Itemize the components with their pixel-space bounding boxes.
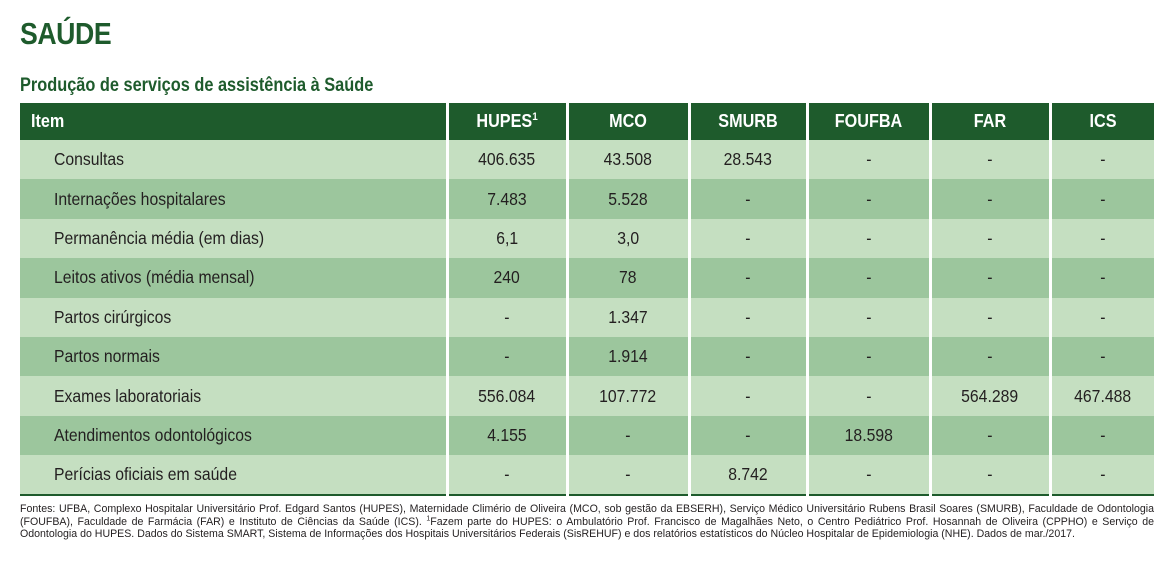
value-cell: 3,0 — [567, 218, 691, 259]
value-cell: - — [930, 179, 1052, 219]
value-cell: - — [689, 258, 809, 298]
value-cell: - — [1050, 415, 1154, 456]
sources-footnote: Fontes: UFBA, Complexo Hospitalar Univer… — [20, 503, 1154, 541]
value-cell: - — [930, 140, 1052, 180]
footnote-marker: 1 — [532, 111, 538, 123]
value-cell: 107.772 — [567, 376, 691, 416]
table-body: Consultas 406.635 43.508 28.543- - - Internaçõ… — [20, 140, 1154, 496]
value-cell: - — [689, 297, 809, 337]
row-label: Atendimentos odontológicos — [20, 415, 449, 456]
row-label: Exames laboratoriais — [20, 376, 449, 416]
table-row: Atendimentos odontológicos 4.155- -18.598-… — [20, 415, 1154, 456]
value-cell: 6,1 — [447, 218, 569, 259]
value-cell: - — [567, 455, 691, 496]
value-cell: - — [1050, 297, 1154, 337]
value-cell: - — [807, 376, 932, 416]
column-header-item: Item — [20, 103, 449, 140]
column-header-far: FAR — [930, 103, 1052, 140]
value-cell: - — [1050, 336, 1154, 377]
value-cell: 78 — [567, 258, 691, 298]
value-cell: - — [447, 336, 569, 377]
table-row: Leitos ativos (média mensal) 240 78- - - - — [20, 258, 1154, 298]
value-cell: - — [689, 336, 809, 377]
value-cell: 406.635 — [447, 140, 569, 180]
sources-text: Fontes: UFBA, Complexo Hospitalar Univer… — [20, 503, 1154, 528]
value-cell: - — [447, 455, 569, 496]
table-row: Partos cirúrgicos -1.347- - - - — [20, 297, 1154, 337]
value-cell: - — [1050, 218, 1154, 259]
column-header-hupes: HUPES1 — [447, 103, 569, 140]
table-row: Consultas 406.635 43.508 28.543- - - — [20, 140, 1154, 180]
value-cell: - — [807, 179, 932, 219]
column-header-ics: ICS — [1050, 103, 1154, 140]
column-header-smurb: SMURB — [689, 103, 809, 140]
value-cell: 5.528 — [567, 179, 691, 219]
row-label: Consultas — [20, 140, 449, 180]
health-services-table: Item HUPES1 MCO SMURB FOUFBA FAR ICS Con… — [20, 103, 1154, 496]
value-cell: 467.488 — [1050, 376, 1154, 416]
table-row: Exames laboratoriais 556.084 107.772- -564.… — [20, 376, 1154, 416]
value-cell: - — [447, 297, 569, 337]
table-row: Partos normais -1.914- - - - — [20, 336, 1154, 377]
value-cell: - — [1050, 140, 1154, 180]
value-cell: - — [930, 455, 1052, 496]
value-cell: 43.508 — [567, 140, 691, 180]
value-cell: - — [1050, 179, 1154, 219]
footnote-marker: 1 — [426, 514, 431, 522]
table-row: Internações hospitalares 7.483 5.528- - - - — [20, 179, 1154, 219]
value-cell: - — [807, 258, 932, 298]
value-cell: - — [807, 140, 932, 180]
value-cell: 564.289 — [930, 376, 1052, 416]
table-header: Item HUPES1 MCO SMURB FOUFBA FAR ICS — [20, 103, 1154, 140]
value-cell: - — [930, 297, 1052, 337]
value-cell: - — [689, 376, 809, 416]
value-cell: 1.914 — [567, 336, 691, 377]
value-cell: 240 — [447, 258, 569, 298]
footnote-text: Fazem parte do HUPES: o Ambulatório Prof… — [20, 515, 1154, 541]
value-cell: 1.347 — [567, 297, 691, 337]
value-cell: - — [930, 336, 1052, 377]
value-cell: - — [1050, 455, 1154, 496]
value-cell: 8.742 — [689, 455, 809, 496]
header-row: Item HUPES1 MCO SMURB FOUFBA FAR ICS — [20, 103, 1154, 140]
table-row: Perícias oficiais em saúde - -8.742- - - — [20, 455, 1154, 496]
row-label: Partos normais — [20, 336, 449, 377]
value-cell: - — [689, 218, 809, 259]
column-header-mco: MCO — [567, 103, 691, 140]
value-cell: - — [1050, 258, 1154, 298]
value-cell: 7.483 — [447, 179, 569, 219]
table-caption: Produção de serviços de assistência à Sa… — [20, 75, 374, 96]
row-label: Leitos ativos (média mensal) — [20, 258, 449, 298]
value-cell: - — [807, 218, 932, 259]
row-label: Permanência média (em dias) — [20, 218, 449, 259]
value-cell: - — [567, 415, 691, 456]
value-cell: - — [807, 455, 932, 496]
table-row: Permanência média (em dias) 6,1 3,0- - - - — [20, 218, 1154, 259]
column-header-foufba: FOUFBA — [807, 103, 932, 140]
value-cell: 556.084 — [447, 376, 569, 416]
value-cell: - — [930, 218, 1052, 259]
row-label: Internações hospitalares — [20, 179, 449, 219]
value-cell: 18.598 — [807, 415, 932, 456]
value-cell: 28.543 — [689, 140, 809, 180]
row-label: Perícias oficiais em saúde — [20, 455, 449, 496]
value-cell: - — [807, 336, 932, 377]
value-cell: - — [689, 415, 809, 456]
page-title: SAÚDE — [20, 16, 112, 51]
value-cell: - — [807, 297, 932, 337]
row-label: Partos cirúrgicos — [20, 297, 449, 337]
value-cell: - — [689, 179, 809, 219]
value-cell: - — [930, 415, 1052, 456]
value-cell: - — [930, 258, 1052, 298]
value-cell: 4.155 — [447, 415, 569, 456]
